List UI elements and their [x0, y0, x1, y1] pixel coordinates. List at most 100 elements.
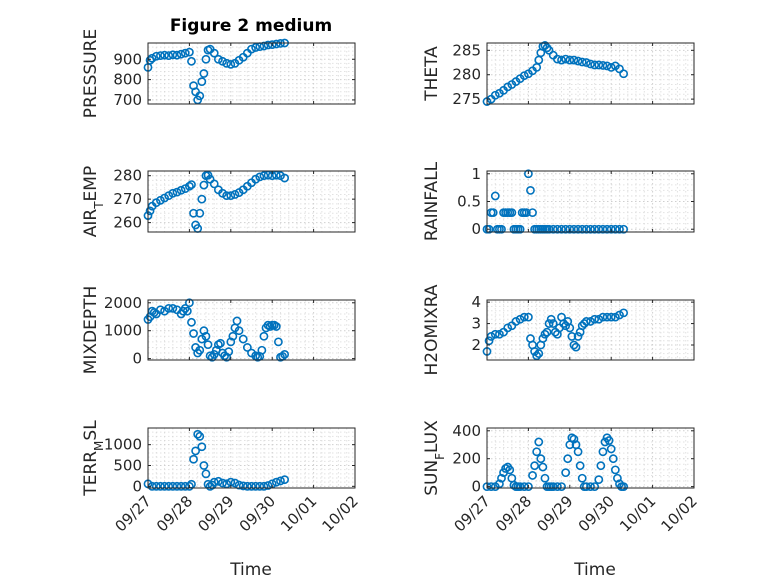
data-point [222, 479, 232, 489]
data-point [238, 481, 248, 491]
data-point [534, 349, 544, 358]
axes-frame [147, 42, 356, 105]
subplot-2: 275 280 285 THETA [422, 41, 695, 108]
data-point [534, 437, 544, 447]
y-axis-label: AIRTEMP [81, 166, 106, 237]
data-point [280, 173, 290, 183]
data-point [247, 44, 256, 54]
data-point [176, 185, 186, 195]
data-point [255, 481, 265, 491]
data-point [606, 63, 616, 72]
data-point [602, 312, 612, 322]
data-point [242, 481, 252, 491]
data-point [182, 306, 192, 316]
data-point [598, 447, 608, 457]
data-point [203, 340, 213, 350]
plot-area [148, 171, 355, 232]
data-point [263, 170, 273, 180]
data-point [259, 331, 269, 341]
plot-area [487, 43, 694, 104]
data-point [222, 58, 232, 68]
data-point [168, 481, 178, 491]
data-point [176, 481, 186, 491]
data-point [565, 224, 575, 234]
data-point [255, 172, 265, 182]
data-point [224, 347, 234, 357]
data-point [613, 473, 622, 483]
data-point [199, 461, 209, 470]
data-point [610, 465, 620, 475]
data-point [521, 208, 531, 217]
data-point [484, 224, 494, 234]
plot-area [148, 300, 355, 360]
data-point [573, 332, 583, 341]
data-point [238, 334, 248, 344]
data-point [542, 43, 552, 53]
data-point [515, 224, 525, 234]
data-point [581, 482, 591, 492]
y-tick-label: 1 [471, 165, 481, 183]
data-point [561, 468, 571, 478]
data-point [218, 478, 227, 488]
data-point [552, 224, 562, 234]
y-tick-label: 0 [471, 478, 481, 496]
data-point [226, 337, 236, 347]
data-point [606, 224, 616, 234]
figure-title: Figure 2 medium [170, 16, 332, 36]
data-point [230, 478, 240, 488]
data-point [602, 224, 612, 234]
y-tick-label: 400 [452, 422, 481, 440]
data-point [195, 91, 205, 101]
plot-area [148, 428, 355, 488]
data-point [569, 434, 579, 444]
plot-area [487, 171, 694, 232]
data-point [598, 224, 608, 234]
y-tick-label: 700 [113, 91, 142, 109]
y-axis-label: THETA [422, 46, 442, 102]
data-point [251, 481, 261, 491]
data-point [519, 482, 529, 492]
y-tick-label: 280 [452, 66, 481, 84]
data-point [184, 47, 194, 57]
data-point [259, 41, 269, 51]
data-point [267, 40, 277, 50]
data-point [232, 316, 242, 326]
data-point [209, 48, 219, 58]
data-point [195, 431, 205, 441]
data-point [160, 50, 169, 60]
data-point [168, 50, 178, 60]
y-tick-label: 260 [113, 214, 142, 232]
data-point [586, 482, 595, 492]
data-point [519, 312, 529, 322]
data-point [191, 446, 201, 456]
data-point [276, 476, 285, 486]
data-point [168, 303, 178, 313]
data-point [552, 482, 562, 492]
data-point [573, 56, 583, 66]
data-point [209, 350, 219, 359]
data-point [497, 473, 506, 483]
data-point [222, 352, 232, 362]
data-point [184, 298, 194, 308]
y-tick-label: 900 [113, 50, 142, 68]
data-point [187, 56, 196, 66]
data-point [199, 180, 209, 190]
data-point [263, 481, 273, 490]
data-point [201, 469, 211, 479]
y-axis-label: TERRMSL [81, 420, 106, 497]
data-point [615, 224, 624, 234]
data-point [187, 180, 196, 190]
plot-area [487, 428, 694, 488]
data-point [151, 51, 161, 61]
data-point [180, 48, 190, 58]
data-point [548, 224, 558, 234]
data-point [544, 224, 554, 234]
data-point [172, 50, 182, 60]
y-tick-label: 200 [452, 450, 481, 468]
data-point [557, 224, 566, 234]
data-point [497, 224, 506, 234]
data-point [228, 331, 238, 341]
data-point [176, 49, 186, 59]
data-point [230, 190, 240, 199]
